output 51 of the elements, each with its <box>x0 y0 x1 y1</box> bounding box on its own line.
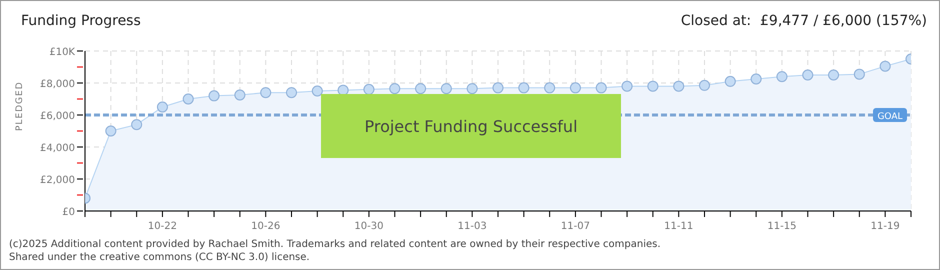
x-tick-label: 10-26 <box>251 221 280 232</box>
point <box>440 83 452 94</box>
point <box>673 80 684 92</box>
y-tick-label: £4,000 <box>40 143 75 154</box>
y-tick-label: £6,000 <box>40 111 75 122</box>
chart-subtitle: Closed at: £9,477 / £6,000 (157%) <box>680 13 927 29</box>
success-banner: Project Funding Successful <box>321 94 621 158</box>
y-tick-label: £2,000 <box>40 175 75 186</box>
point <box>234 90 246 100</box>
x-tick-label: 10-30 <box>354 221 384 232</box>
text: (c)2025 Additional content provided by Rachael Smith. Trademarks and related content are owned by their respective companies. <box>9 238 661 251</box>
point <box>312 86 323 96</box>
point <box>699 80 710 91</box>
x-tick-label: 11-03 <box>458 221 487 232</box>
point <box>131 119 142 130</box>
x-tick-label: 11-19 <box>870 221 900 232</box>
point <box>750 74 762 84</box>
ref-line-label: GOAL <box>877 112 903 122</box>
point <box>544 82 556 94</box>
point <box>724 76 736 87</box>
point <box>363 84 374 95</box>
x-tick-label: 11-15 <box>767 221 796 232</box>
point <box>182 94 194 104</box>
point <box>596 82 607 94</box>
point <box>260 87 272 98</box>
point <box>828 70 840 80</box>
point <box>647 80 658 92</box>
text: Shared under the creative commons (CC BY-NC 3.0) license. <box>9 251 311 264</box>
x-tick-label: 10-22 <box>148 221 177 232</box>
x-tick-label: 11-07 <box>560 221 590 232</box>
point <box>208 90 220 102</box>
point <box>802 70 814 80</box>
chart-title: Funding Progress <box>21 13 141 29</box>
point <box>286 87 297 98</box>
point <box>570 82 581 94</box>
point <box>880 60 891 72</box>
point <box>466 83 478 94</box>
point <box>776 71 788 82</box>
point <box>415 83 426 94</box>
y-tick-label: £8,000 <box>40 79 75 90</box>
y-tick-label: £10K <box>49 47 76 58</box>
point <box>622 80 633 92</box>
point <box>518 82 530 94</box>
point <box>389 83 400 94</box>
x-tick-label: 11-11 <box>664 221 694 232</box>
point <box>156 102 168 112</box>
point <box>492 82 504 94</box>
y-tick-label: £0 <box>62 207 75 218</box>
point <box>854 68 865 80</box>
point <box>105 126 116 136</box>
y-axis-title: PLEDGED <box>15 81 26 131</box>
